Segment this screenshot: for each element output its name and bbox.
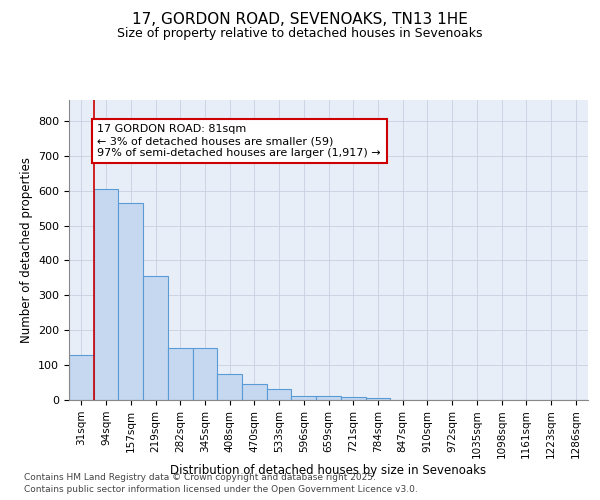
Bar [143,276,168,400]
Y-axis label: Number of detached properties: Number of detached properties [20,157,32,343]
Text: 17, GORDON ROAD, SEVENOAKS, TN13 1HE: 17, GORDON ROAD, SEVENOAKS, TN13 1HE [132,12,468,28]
Text: Contains public sector information licensed under the Open Government Licence v3: Contains public sector information licen… [24,485,418,494]
Bar [118,203,143,400]
Bar [193,348,217,400]
Text: Contains HM Land Registry data © Crown copyright and database right 2025.: Contains HM Land Registry data © Crown c… [24,472,376,482]
Bar [168,348,193,400]
Bar [267,389,292,400]
Bar [341,396,365,400]
Bar [69,354,94,400]
Bar [316,396,341,400]
Bar [242,384,267,400]
X-axis label: Distribution of detached houses by size in Sevenoaks: Distribution of detached houses by size … [170,464,487,477]
Bar [94,189,118,400]
Bar [292,396,316,400]
Text: 17 GORDON ROAD: 81sqm
← 3% of detached houses are smaller (59)
97% of semi-detac: 17 GORDON ROAD: 81sqm ← 3% of detached h… [97,124,381,158]
Text: Size of property relative to detached houses in Sevenoaks: Size of property relative to detached ho… [117,28,483,40]
Bar [365,398,390,400]
Bar [217,374,242,400]
